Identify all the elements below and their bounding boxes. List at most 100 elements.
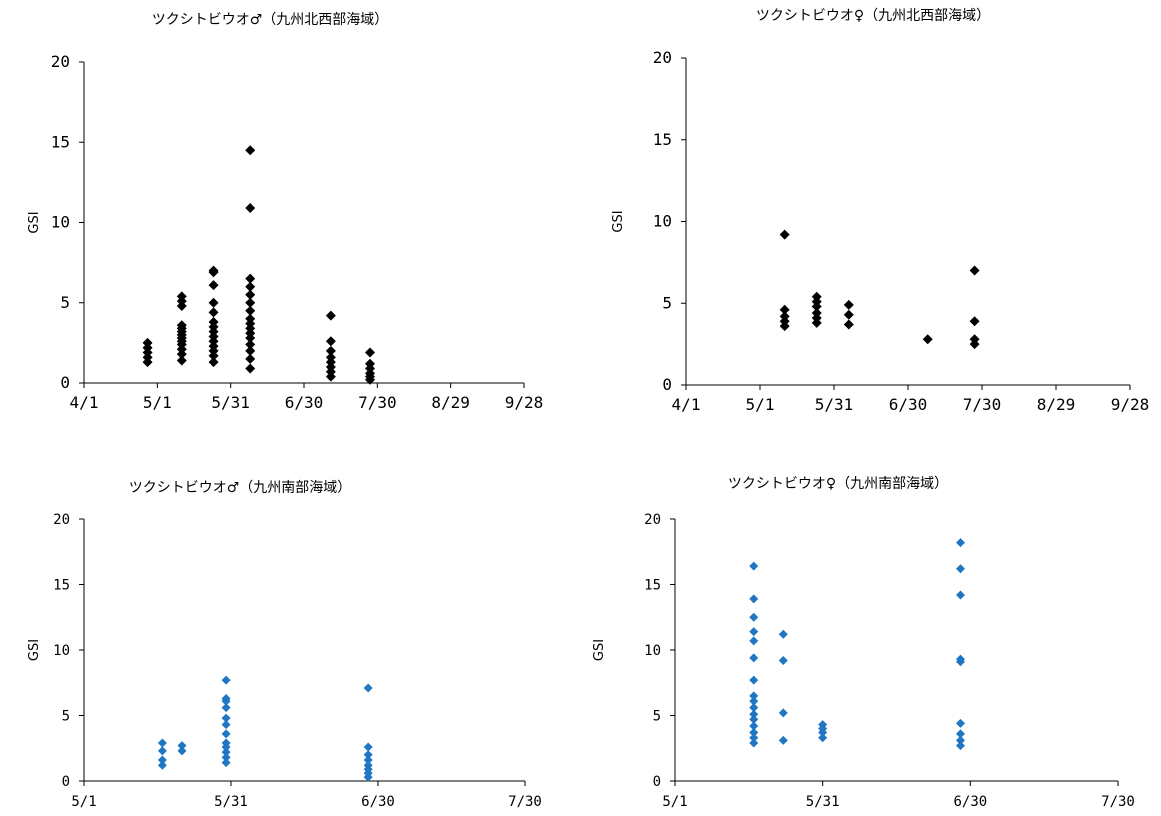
data-point <box>221 738 231 748</box>
data-point <box>221 758 231 768</box>
data-point <box>778 735 788 745</box>
data-point <box>779 229 790 240</box>
data-point <box>245 305 256 316</box>
data-point <box>955 564 965 574</box>
data-point <box>955 729 965 739</box>
data-point <box>221 713 231 723</box>
data-point <box>245 313 256 324</box>
data-point <box>749 653 759 663</box>
chart-panel-2: ツクシトビウオ♀（九州北西部海域） GSI 0 5 10 15 20 4/1 5/1 5/31 6/… <box>611 8 1149 414</box>
data-point <box>749 721 759 731</box>
data-point <box>157 746 167 756</box>
data-point <box>221 752 231 762</box>
data-point <box>779 311 790 322</box>
data-point <box>749 733 759 743</box>
data-point <box>221 693 231 703</box>
y-tick-label: 15 <box>653 130 672 149</box>
data-point <box>245 145 256 156</box>
data-point <box>176 320 187 331</box>
y-tick-label: 20 <box>644 512 661 528</box>
x-tick-label: 7/30 <box>358 393 397 412</box>
x-tick-label: 9/28 <box>505 393 544 412</box>
y-tick-label: 5 <box>62 709 70 725</box>
data-point <box>177 741 187 751</box>
data-point <box>843 299 854 310</box>
x-tick-label: 5/1 <box>746 395 775 414</box>
data-point <box>749 675 759 685</box>
data-point <box>955 654 965 664</box>
data-point <box>245 297 256 308</box>
y-axis-label: GSI <box>27 211 42 233</box>
data-point <box>208 280 219 291</box>
x-tick-label: 5/1 <box>71 794 96 810</box>
chart-title: ツクシトビウオ♀（九州南部海域） <box>728 476 948 492</box>
data-point <box>922 334 933 345</box>
x-tick-label: 6/30 <box>285 393 324 412</box>
x-tick-label: 5/1 <box>143 393 172 412</box>
x-tick-label: 6/30 <box>361 794 395 810</box>
data-point <box>778 629 788 639</box>
data-point <box>208 357 219 368</box>
data-point <box>749 728 759 738</box>
data-point <box>142 337 153 348</box>
data-point <box>749 738 759 748</box>
data-point <box>221 747 231 757</box>
y-tick-label: 10 <box>644 643 661 659</box>
data-point <box>749 714 759 724</box>
y-axis-label: GSI <box>611 210 626 232</box>
data-point <box>969 334 980 345</box>
x-tick-label: 9/28 <box>1111 395 1150 414</box>
data-point <box>325 336 336 347</box>
y-tick-label: 5 <box>60 293 70 312</box>
data-point <box>245 353 256 364</box>
y-tick-label: 5 <box>653 709 661 725</box>
x-tick-label: 4/1 <box>672 395 701 414</box>
data-point <box>749 703 759 713</box>
data-point <box>365 358 375 369</box>
data-point <box>245 203 256 214</box>
data-point <box>176 291 187 302</box>
data-point <box>779 304 790 315</box>
data-point <box>749 627 759 637</box>
data-point <box>363 755 373 765</box>
data-point <box>955 718 965 728</box>
data-point <box>969 265 980 276</box>
data-point <box>749 612 759 622</box>
chart-title: ツクシトビウオ♂（九州北西部海域） <box>152 12 389 28</box>
data-point <box>208 265 219 276</box>
y-tick-label: 15 <box>644 578 661 594</box>
data-point <box>157 755 167 765</box>
data-point <box>365 347 375 358</box>
data-point <box>955 538 965 548</box>
y-tick-label: 5 <box>662 293 672 312</box>
data-point <box>221 720 231 730</box>
x-tick-label: 5/31 <box>214 794 248 810</box>
x-tick-label: 5/31 <box>211 393 250 412</box>
data-point <box>843 319 854 330</box>
data-point <box>778 708 788 718</box>
data-point <box>157 738 167 748</box>
data-point <box>325 352 336 363</box>
data-point <box>221 703 231 713</box>
y-tick-label: 15 <box>51 132 70 151</box>
y-tick-label: 10 <box>53 643 70 659</box>
data-point <box>208 317 219 328</box>
data-point <box>955 590 965 600</box>
data-point <box>363 750 373 760</box>
y-tick-label: 20 <box>51 52 70 71</box>
data-point <box>325 345 336 356</box>
y-tick-label: 0 <box>662 375 672 394</box>
data-point <box>208 307 219 318</box>
data-point <box>749 594 759 604</box>
data-point <box>245 339 256 350</box>
y-tick-label: 0 <box>653 774 661 790</box>
x-tick-label: 5/31 <box>815 395 854 414</box>
data-point <box>843 309 854 320</box>
y-tick-label: 20 <box>653 48 672 67</box>
data-point <box>749 561 759 571</box>
data-point <box>245 363 256 374</box>
y-axis-label: GSI <box>592 639 607 661</box>
data-point <box>157 760 167 770</box>
data-point <box>749 709 759 719</box>
x-tick-label: 5/1 <box>662 794 687 810</box>
